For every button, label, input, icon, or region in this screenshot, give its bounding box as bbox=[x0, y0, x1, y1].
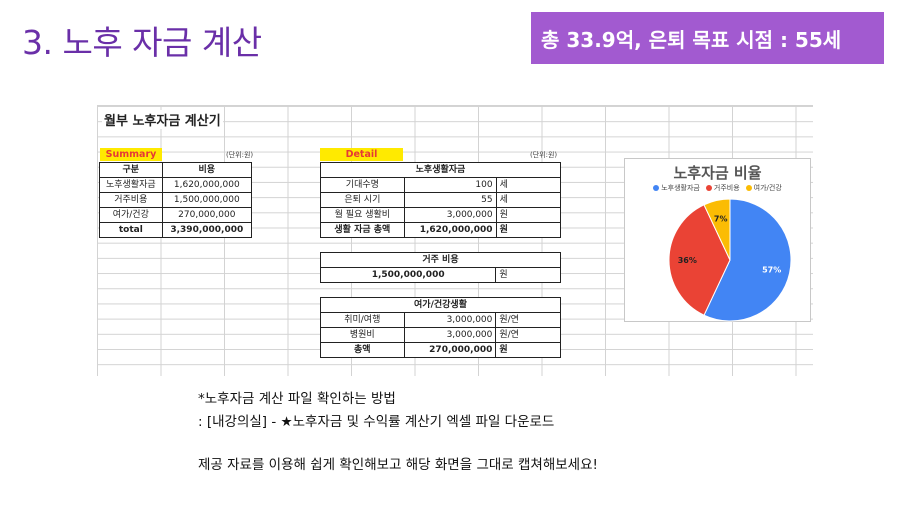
housing-header-row: 거주 비용 bbox=[320, 252, 561, 268]
pie-svg: 57% 36% 7% bbox=[668, 198, 792, 322]
legend-item: 여가/건강 bbox=[745, 183, 782, 193]
summary-row-value: 1,500,000,000 bbox=[161, 192, 253, 208]
chart-title: 노후자금 비율 bbox=[673, 164, 762, 182]
summary-header-cost: 비용 bbox=[161, 162, 253, 178]
summary-row: 여가/건강 270,000,000 bbox=[99, 207, 253, 223]
legend-label: 거주비용 bbox=[713, 184, 740, 192]
summary-total-name: total bbox=[99, 222, 163, 238]
living-header: 노후생활자금 bbox=[320, 162, 561, 178]
leisure-row-name: 병원비 bbox=[320, 327, 405, 343]
housing-header: 거주 비용 bbox=[320, 252, 561, 268]
pie-slice bbox=[703, 198, 731, 261]
pie-chart: 노후자금 비율 노후생활자금 거주비용 여가/건강 57% 36% 7% bbox=[624, 158, 811, 322]
leisure-row-value: 3,000,000 bbox=[403, 327, 497, 343]
pie-slice-label: 36% bbox=[678, 256, 697, 265]
summary-total-value: 3,390,000,000 bbox=[161, 222, 253, 238]
leisure-total-value: 270,000,000 bbox=[403, 342, 497, 358]
living-total-name: 생활 자금 총액 bbox=[320, 222, 405, 238]
detail-unit-note: (단위:원) bbox=[530, 151, 558, 159]
slide-title: 3. 노후 자금 계산 bbox=[22, 23, 262, 62]
summary-label: Summary bbox=[100, 148, 162, 161]
summary-unit-note: (단위:원) bbox=[226, 151, 254, 159]
summary-banner: 총 33.9억, 은퇴 목표 시점 : 55세 bbox=[531, 12, 884, 64]
summary-row-name: 여가/건강 bbox=[99, 207, 163, 223]
legend-dot bbox=[705, 185, 712, 191]
leisure-row-unit: 원/연 bbox=[495, 327, 561, 343]
housing-row: 1,500,000,000 원 bbox=[319, 267, 561, 283]
summary-row-name: 노후생활자금 bbox=[99, 177, 163, 193]
summary-banner-text: 총 33.9억, 은퇴 목표 시점 : 55세 bbox=[541, 27, 842, 52]
summary-total-row: total 3,390,000,000 bbox=[99, 222, 253, 238]
summary-header-category: 구분 bbox=[99, 162, 163, 178]
summary-row-value: 270,000,000 bbox=[161, 207, 253, 223]
leisure-total-row: 총액 270,000,000 원 bbox=[320, 342, 561, 358]
pie-slice bbox=[703, 198, 792, 322]
living-header-row: 노후생활자금 bbox=[320, 162, 561, 178]
leisure-row-name: 취미/여행 bbox=[320, 312, 405, 328]
living-row: 월 필요 생활비 3,000,000 원 bbox=[320, 207, 562, 223]
leisure-row-unit: 원/연 bbox=[495, 312, 561, 328]
legend-label: 여가/건강 bbox=[753, 184, 782, 192]
living-row-name: 은퇴 시기 bbox=[320, 192, 405, 208]
pie-slice-label: 57% bbox=[762, 265, 781, 274]
living-row-name: 기대수명 bbox=[320, 177, 405, 193]
living-row-unit: 원 bbox=[495, 207, 562, 223]
summary-row-value: 1,620,000,000 bbox=[161, 177, 253, 193]
summary-header-row: 구분 비용 bbox=[99, 162, 253, 178]
summary-row: 노후생활자금 1,620,000,000 bbox=[99, 177, 253, 193]
note-line-2: : [내강의실] - ★노후자금 및 수익률 계산기 엑셀 파일 다운로드 bbox=[198, 414, 555, 430]
legend-item: 거주비용 bbox=[705, 183, 740, 193]
living-total-unit: 원 bbox=[495, 222, 562, 238]
leisure-total-unit: 원 bbox=[495, 342, 561, 358]
living-row-value: 3,000,000 bbox=[403, 207, 497, 223]
summary-row: 거주비용 1,500,000,000 bbox=[99, 192, 253, 208]
leisure-cost-table: 여가/건강생활 취미/여행 3,000,000 원/연 병원비 3,000,00… bbox=[320, 297, 561, 358]
housing-value: 1,500,000,000 bbox=[319, 267, 497, 283]
leisure-total-name: 총액 bbox=[320, 342, 405, 358]
legend-item: 노후생활자금 bbox=[653, 183, 700, 193]
sheet-title: 월부 노후자금 계산기 bbox=[102, 110, 223, 129]
housing-unit: 원 bbox=[495, 267, 561, 283]
leisure-header-row: 여가/건강생활 bbox=[320, 297, 561, 313]
pie-slice-label: 7% bbox=[714, 214, 728, 223]
living-row-value: 100 bbox=[403, 177, 497, 193]
living-total-row: 생활 자금 총액 1,620,000,000 원 bbox=[320, 222, 562, 238]
leisure-header: 여가/건강생활 bbox=[320, 297, 561, 313]
note-line-1: *노후자금 계산 파일 확인하는 방법 bbox=[198, 391, 396, 407]
living-row-value: 55 bbox=[403, 192, 497, 208]
living-row: 기대수명 100 세 bbox=[320, 177, 562, 193]
living-row: 은퇴 시기 55 세 bbox=[320, 192, 562, 208]
legend-label: 노후생활자금 bbox=[661, 184, 700, 192]
pie-slice bbox=[668, 204, 731, 316]
legend-dot bbox=[745, 185, 752, 191]
leisure-row-value: 3,000,000 bbox=[403, 312, 497, 328]
living-row-unit: 세 bbox=[495, 177, 562, 193]
living-total-value: 1,620,000,000 bbox=[403, 222, 497, 238]
legend-dot bbox=[653, 185, 660, 191]
living-cost-table: 노후생활자금 기대수명 100 세 은퇴 시기 55 세 월 필요 생활비 3,… bbox=[320, 162, 562, 238]
chart-legend: 노후생활자금 거주비용 여가/건강 bbox=[629, 183, 806, 193]
detail-label: Detail bbox=[320, 148, 403, 161]
living-row-name: 월 필요 생활비 bbox=[320, 207, 405, 223]
note-line-3: 제공 자료를 이용해 쉽게 확인해보고 해당 화면을 그대로 캡쳐해보세요! bbox=[198, 457, 598, 473]
leisure-row: 취미/여행 3,000,000 원/연 bbox=[320, 312, 561, 328]
leisure-row: 병원비 3,000,000 원/연 bbox=[320, 327, 561, 343]
housing-cost-table: 거주 비용 1,500,000,000 원 bbox=[319, 252, 561, 283]
summary-row-name: 거주비용 bbox=[99, 192, 163, 208]
summary-table: 구분 비용 노후생활자금 1,620,000,000 거주비용 1,500,00… bbox=[99, 162, 253, 238]
living-row-unit: 세 bbox=[495, 192, 562, 208]
